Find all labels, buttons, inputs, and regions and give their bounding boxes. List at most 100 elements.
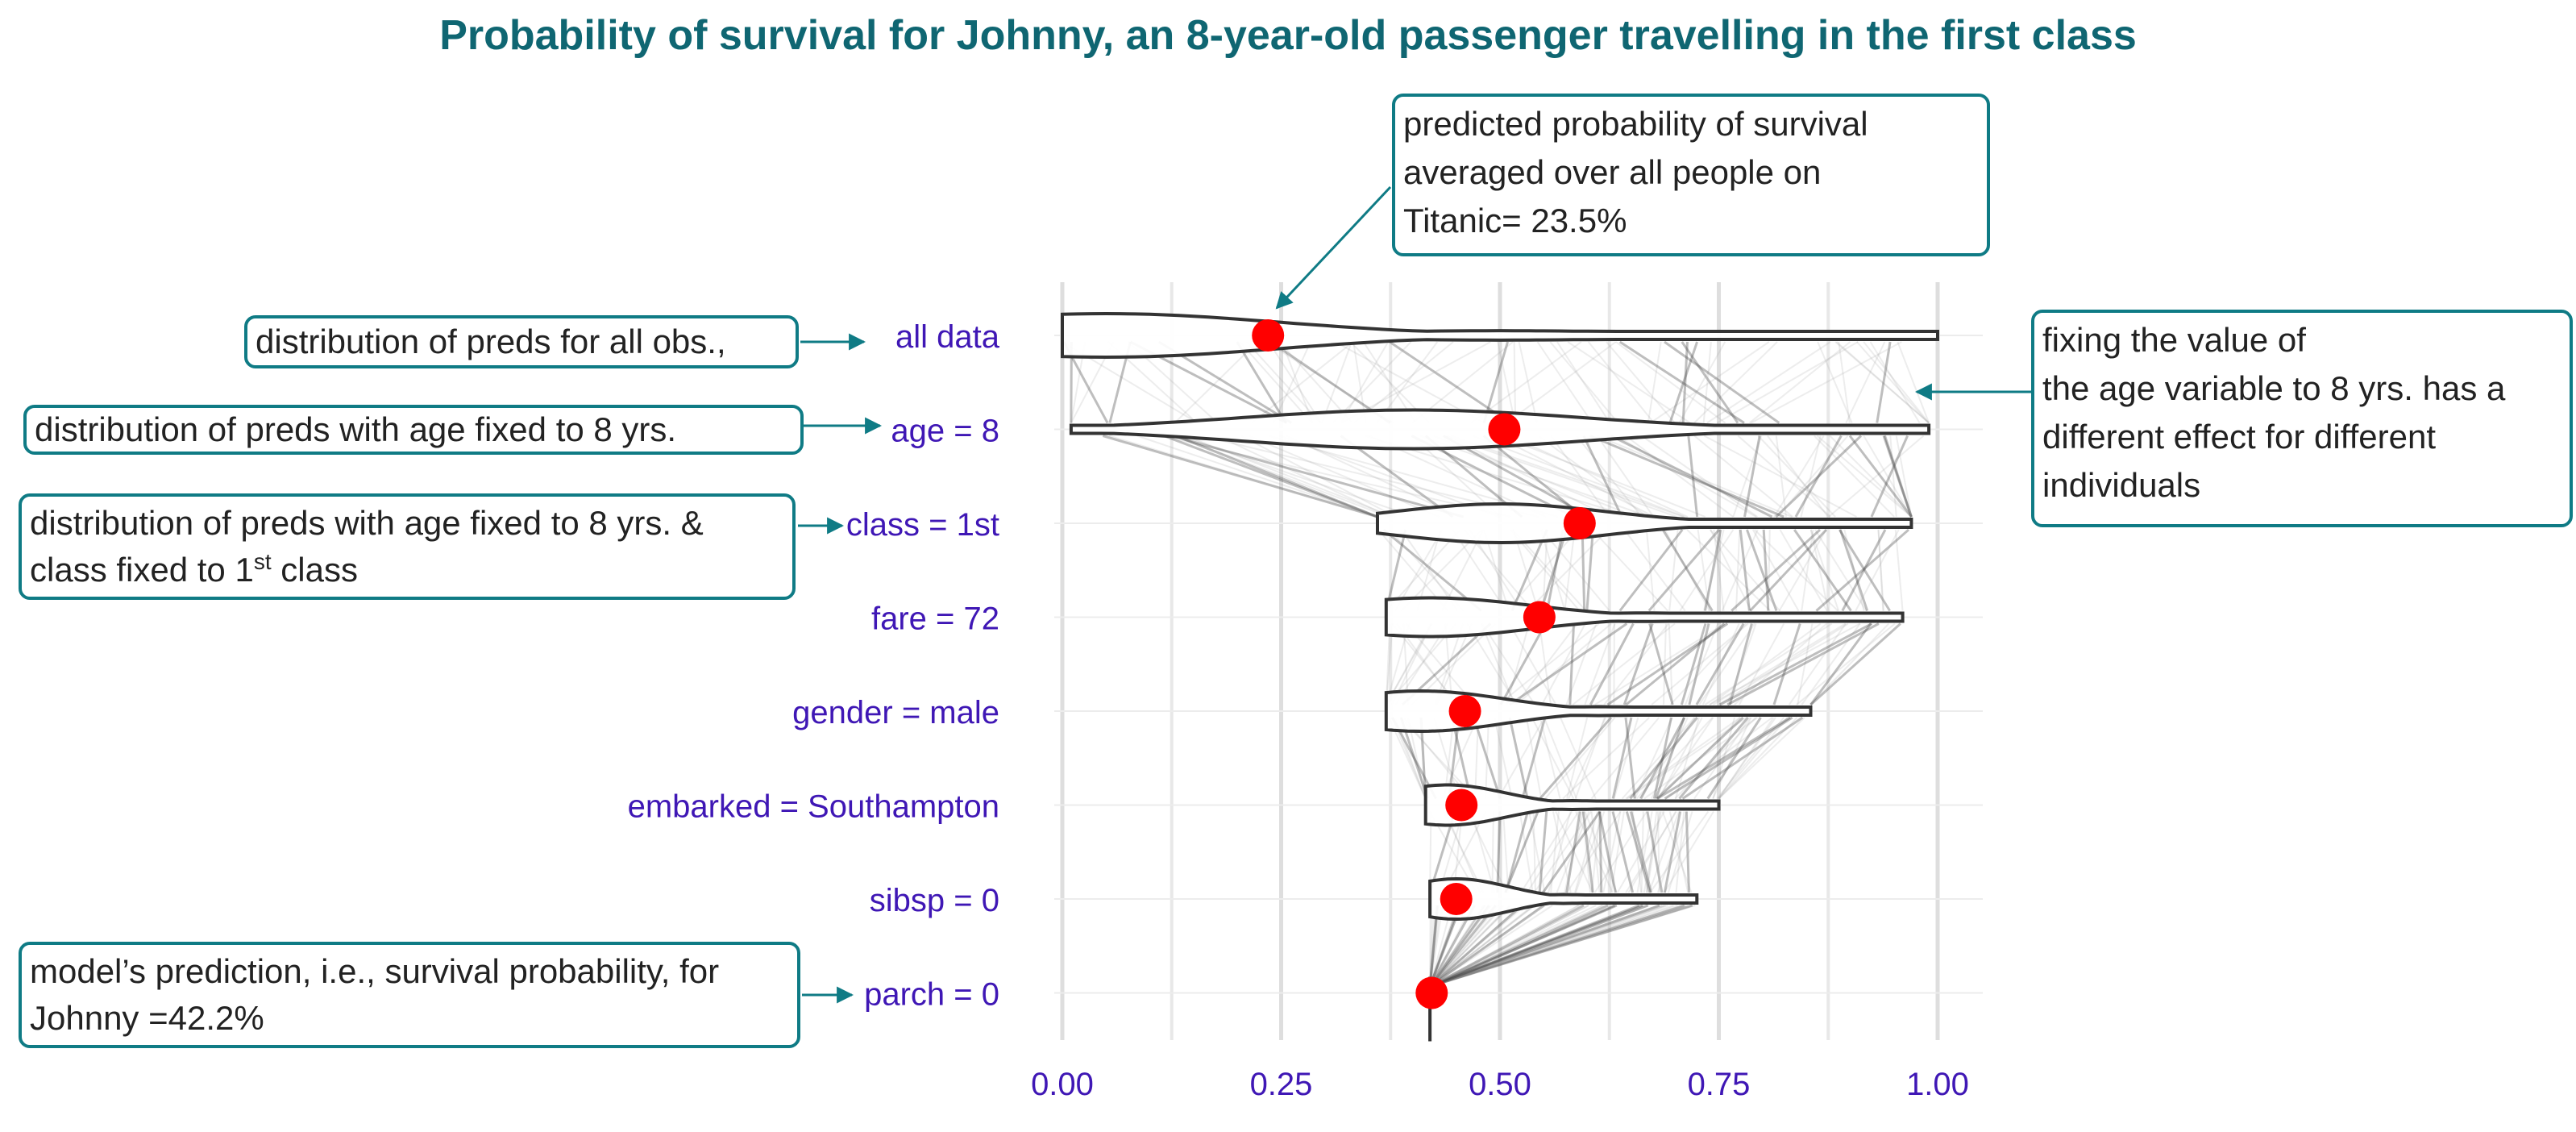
observation-line	[1693, 341, 1778, 424]
observation-line	[1889, 435, 1897, 518]
observation-line	[1658, 717, 1703, 799]
x-tick-label: 0.00	[1031, 1067, 1094, 1102]
callout-fixing-effect: fixing the value of the age variable to …	[2031, 310, 2573, 527]
observation-line	[1643, 717, 1758, 800]
observation-line	[1809, 622, 1890, 705]
observation-line	[1510, 529, 1548, 612]
observation-line	[1749, 528, 1827, 612]
observation-line	[1801, 622, 1861, 705]
observation-line	[1718, 717, 1775, 800]
mean-dot-2	[1563, 507, 1596, 539]
observation-line	[1737, 435, 1831, 518]
mean-dot-3	[1523, 601, 1556, 634]
y-tick-label: all data	[895, 319, 1000, 355]
observation-line	[1668, 811, 1689, 893]
observation-line	[1698, 622, 1755, 705]
observation-line	[1869, 341, 1921, 424]
observation-line	[1778, 529, 1827, 612]
observation-line	[1658, 717, 1741, 800]
observation-line	[1712, 717, 1736, 799]
observation-line	[1839, 529, 1891, 612]
observation-line	[1762, 529, 1770, 611]
observation-line	[1706, 717, 1762, 800]
observation-line	[1656, 716, 1744, 800]
observation-line	[1796, 622, 1896, 705]
observation-line	[1817, 341, 1853, 423]
observation-line	[1667, 811, 1693, 893]
observation-line	[1543, 717, 1577, 799]
callout-fixing-line-2: the age variable to 8 yrs. has a	[2042, 369, 2506, 407]
observation-line	[1838, 341, 1851, 423]
observation-line	[1429, 905, 1644, 988]
observation-line	[1793, 529, 1852, 612]
observation-line	[1175, 435, 1378, 518]
observation-line	[1273, 341, 1311, 423]
observation-line	[1429, 905, 1692, 988]
observation-line	[1491, 811, 1494, 893]
observation-line	[1664, 810, 1714, 893]
observation-line	[1693, 717, 1751, 800]
observation-line	[1248, 435, 1440, 518]
observation-line	[1615, 341, 1726, 424]
observation-line	[1668, 623, 1673, 705]
observation-line	[1160, 435, 1511, 518]
observation-line	[1712, 717, 1752, 799]
observation-line	[1839, 529, 1869, 611]
observation-line	[1721, 529, 1759, 611]
observation-line	[1679, 529, 1735, 612]
observation-line	[1602, 811, 1622, 893]
observation-line	[1429, 905, 1505, 988]
observation-line	[1429, 905, 1689, 988]
observation-line	[1648, 623, 1674, 705]
observation-line	[1649, 810, 1710, 893]
observation-line	[1429, 905, 1499, 988]
observation-line	[1566, 810, 1622, 893]
observation-line	[1767, 435, 1829, 518]
observation-line	[1625, 810, 1677, 893]
callout-mean-line-3: Titanic= 23.5%	[1403, 202, 1627, 239]
observation-line	[1108, 435, 1378, 518]
observation-line	[1856, 341, 1929, 424]
callout-class-fixed: distribution of preds with age fixed to …	[19, 493, 796, 600]
violin-2	[1376, 501, 1913, 545]
observation-line	[1610, 435, 1773, 518]
observation-line	[1539, 717, 1613, 800]
observation-line	[1589, 435, 1785, 518]
observation-line	[1185, 435, 1394, 518]
observation-line	[1610, 811, 1625, 893]
observation-line	[1385, 529, 1407, 611]
observation-line	[1843, 529, 1865, 611]
observation-line	[1506, 529, 1579, 612]
observation-line	[1429, 905, 1434, 987]
observation-line	[1506, 623, 1530, 705]
observation-line	[1651, 717, 1689, 799]
observation-line	[1625, 717, 1741, 800]
observation-line	[1668, 341, 1698, 423]
observation-line	[1471, 811, 1496, 893]
observation-line	[1429, 905, 1522, 988]
observation-lines	[1062, 340, 1930, 988]
observation-line	[1286, 435, 1460, 518]
observation-line	[1445, 435, 1677, 518]
observation-line	[1661, 529, 1714, 612]
observation-line	[1772, 623, 1801, 705]
observation-line	[1845, 341, 1886, 423]
observation-line	[1647, 341, 1662, 423]
observation-line	[1429, 904, 1660, 988]
observation-line	[1281, 341, 1314, 423]
observation-line	[1566, 717, 1589, 799]
observation-line	[1639, 717, 1686, 800]
observation-line	[1240, 435, 1396, 518]
observation-line	[1704, 622, 1833, 705]
observation-line	[1663, 811, 1682, 893]
observation-line	[1661, 811, 1693, 893]
callout-model-prediction: model’s prediction, i.e., survival proba…	[19, 942, 800, 1048]
observation-line	[1718, 717, 1789, 800]
observation-line	[1631, 811, 1643, 893]
observation-line	[1451, 435, 1685, 518]
observation-line	[1640, 811, 1644, 893]
observation-line	[1809, 622, 1872, 705]
observation-line	[1712, 622, 1847, 705]
observation-line	[1646, 811, 1658, 893]
observation-line	[1541, 529, 1610, 612]
